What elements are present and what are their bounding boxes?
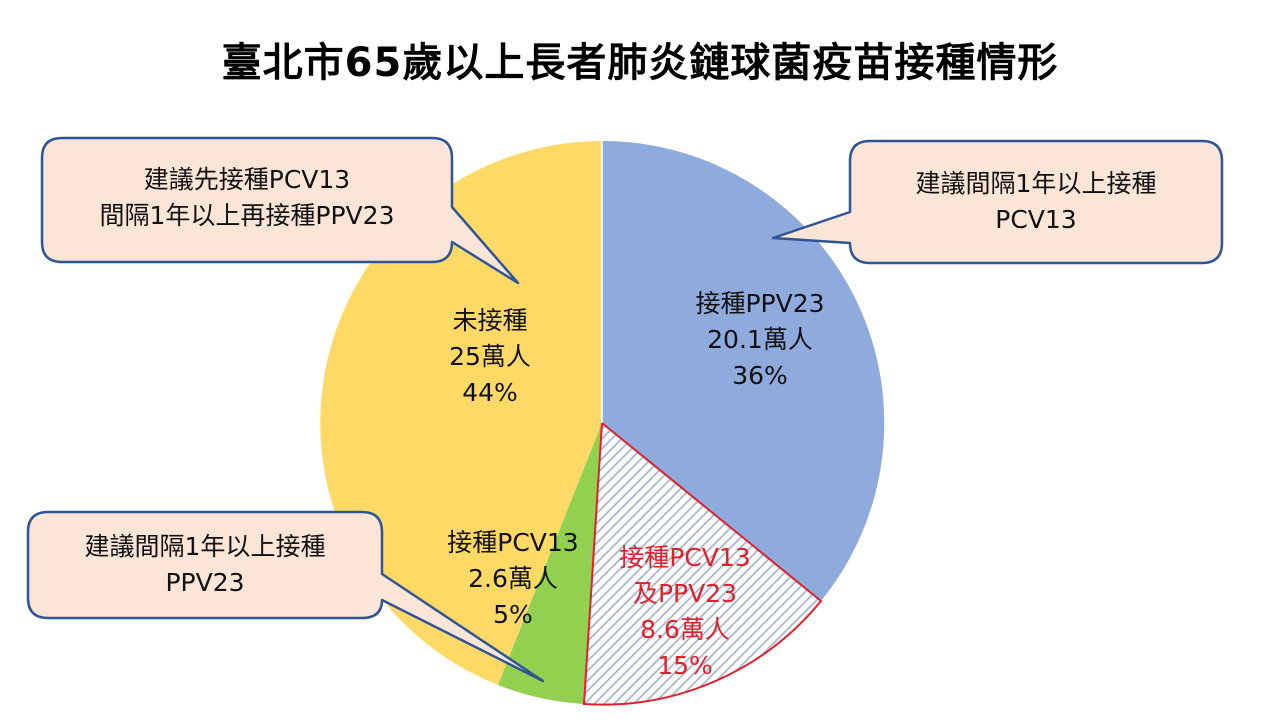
label-line: 20.1萬人 — [707, 325, 813, 354]
label-line: 44% — [462, 378, 518, 407]
slice-none — [320, 141, 602, 685]
callout-line: PPV23 — [165, 568, 245, 597]
slice-both — [582, 421, 823, 706]
callout-bottom-left — [26, 510, 545, 683]
callout-line: 間隔1年以上再接種PPV23 — [99, 201, 395, 230]
label-line: 未接種 — [452, 306, 528, 335]
label-both: 接種PCV13 及PPV23 8.6萬人 15% — [590, 540, 780, 684]
label-line: 接種PPV23 — [695, 289, 825, 318]
label-line: 25萬人 — [449, 342, 531, 371]
callout-top-right-text: 建議間隔1年以上接種 PCV13 — [850, 166, 1222, 238]
callout-line: PCV13 — [995, 205, 1077, 234]
callout-line: 建議先接種PCV13 — [143, 165, 351, 194]
label-line: 2.6萬人 — [468, 564, 558, 593]
label-line: 及PPV23 — [632, 579, 738, 608]
slice-pcv13 — [498, 423, 602, 704]
label-pcv13: 接種PCV13 2.6萬人 5% — [418, 525, 608, 633]
label-line: 15% — [657, 651, 713, 680]
callout-bottom-left-text: 建議間隔1年以上接種 PPV23 — [28, 529, 382, 601]
label-none: 未接種 25萬人 44% — [410, 303, 570, 411]
label-line: 8.6萬人 — [640, 615, 730, 644]
label-line: 5% — [493, 600, 533, 629]
callout-top-right — [771, 139, 1224, 265]
callout-top-left — [40, 136, 520, 285]
label-line: 36% — [732, 361, 788, 390]
callout-line: 建議間隔1年以上接種 — [84, 532, 326, 561]
label-ppv23: 接種PPV23 20.1萬人 36% — [660, 286, 860, 394]
label-line: 接種PCV13 — [619, 543, 751, 572]
callout-line: 建議間隔1年以上接種 — [915, 169, 1157, 198]
callout-top-left-text: 建議先接種PCV13 間隔1年以上再接種PPV23 — [42, 162, 452, 234]
slice-ppv23 — [602, 140, 885, 601]
label-line: 接種PCV13 — [447, 528, 579, 557]
chart-title: 臺北市65歲以上長者肺炎鏈球菌疫苗接種情形 — [221, 40, 1059, 86]
